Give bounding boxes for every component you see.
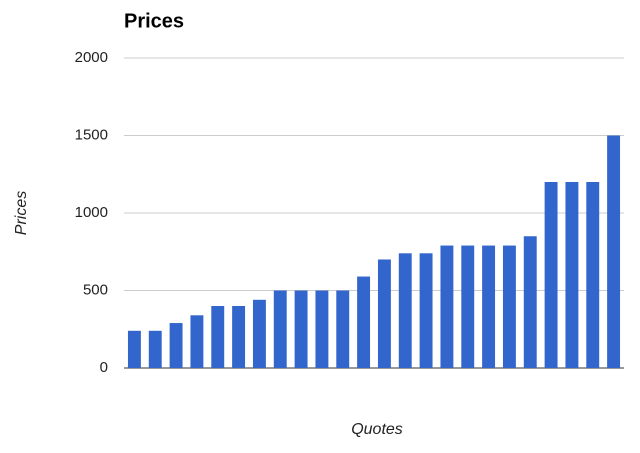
x-axis-title: Quotes [351, 421, 403, 438]
bar [482, 245, 496, 368]
bar [315, 290, 329, 368]
bar [586, 182, 600, 368]
y-tick-label: 500 [83, 281, 108, 298]
bar [190, 315, 204, 368]
y-tick-label: 2000 [75, 49, 108, 66]
y-tick-label: 1000 [75, 204, 108, 221]
bar [565, 182, 579, 368]
bar [336, 290, 350, 368]
bar [357, 276, 371, 368]
bar [211, 306, 225, 368]
bar [398, 253, 412, 368]
bar [148, 330, 162, 368]
bar [377, 259, 391, 368]
bar [544, 182, 558, 368]
y-axis-title: Prices [13, 191, 30, 235]
y-tick-label: 1500 [75, 126, 108, 143]
chart-title: Prices [124, 10, 184, 32]
bar [169, 323, 183, 368]
bar [273, 290, 287, 368]
bar [440, 245, 454, 368]
bar [502, 245, 516, 368]
bar [252, 299, 266, 368]
bar [461, 245, 475, 368]
bar [523, 236, 537, 368]
bar [607, 135, 621, 368]
bar [127, 330, 141, 368]
bar [419, 253, 433, 368]
y-tick-label: 0 [100, 359, 108, 376]
bar [294, 290, 308, 368]
bar [232, 306, 246, 368]
